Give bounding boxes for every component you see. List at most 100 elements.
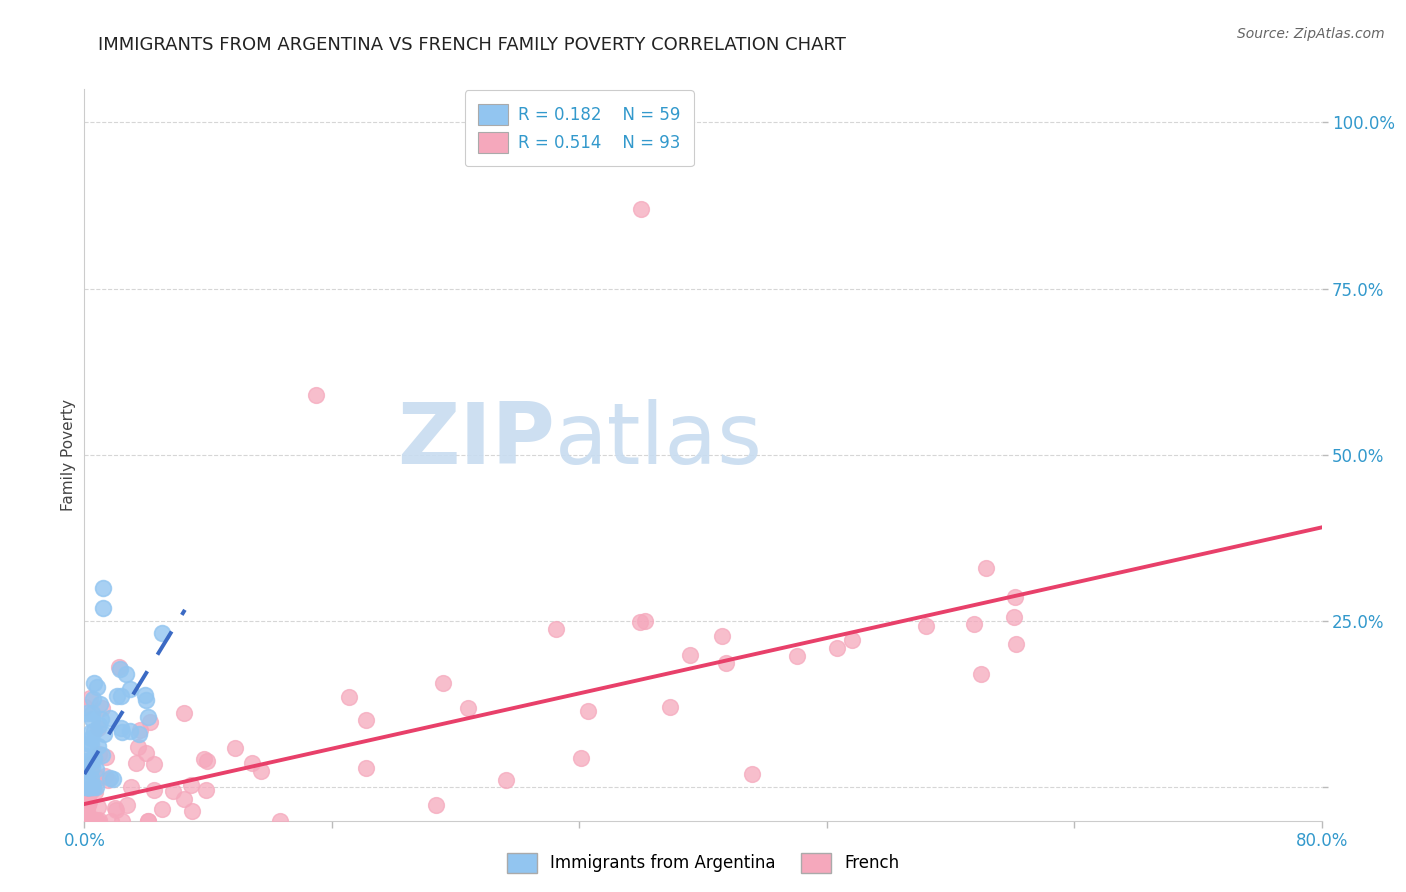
Point xyxy=(634,614,657,628)
Point xyxy=(354,761,377,775)
Point xyxy=(242,756,264,771)
Point xyxy=(75,782,97,797)
Point xyxy=(143,783,166,797)
Point xyxy=(80,777,103,791)
Point xyxy=(127,740,149,755)
Point xyxy=(91,600,114,615)
Point xyxy=(104,801,127,815)
Point xyxy=(75,770,97,784)
Point xyxy=(104,803,127,817)
Point xyxy=(103,772,125,787)
Point xyxy=(679,648,702,662)
Point xyxy=(86,763,108,777)
Point xyxy=(193,752,215,766)
Point xyxy=(76,706,98,720)
Point xyxy=(136,814,159,828)
Point xyxy=(1004,591,1026,605)
Point xyxy=(100,771,122,785)
Point xyxy=(354,713,377,727)
Point xyxy=(710,629,733,643)
Point xyxy=(915,619,938,633)
Point xyxy=(79,780,101,795)
Point xyxy=(1002,610,1025,624)
Point xyxy=(80,706,103,720)
Point xyxy=(110,662,132,676)
Point xyxy=(91,748,114,763)
Point xyxy=(84,814,107,828)
Point xyxy=(75,699,97,714)
Point xyxy=(114,667,136,681)
Point xyxy=(150,802,173,816)
Point xyxy=(628,615,651,630)
Point xyxy=(136,814,159,828)
Point xyxy=(82,781,104,796)
Point xyxy=(82,780,104,795)
Point xyxy=(79,814,101,828)
Point xyxy=(83,675,105,690)
Point xyxy=(305,388,328,402)
Text: atlas: atlas xyxy=(554,399,762,482)
Point xyxy=(80,784,103,798)
Point xyxy=(77,780,100,795)
Point xyxy=(76,777,98,791)
Point xyxy=(195,754,218,768)
Point xyxy=(128,723,150,737)
Point xyxy=(80,731,103,745)
Point xyxy=(83,723,105,738)
Point xyxy=(77,737,100,751)
Point xyxy=(77,786,100,800)
Point xyxy=(128,726,150,740)
Point xyxy=(111,814,134,828)
Point xyxy=(841,632,863,647)
Point xyxy=(135,747,157,761)
Point xyxy=(125,756,148,771)
Point xyxy=(963,616,986,631)
Point xyxy=(180,778,202,792)
Point xyxy=(825,640,848,655)
Point xyxy=(425,798,447,813)
Point xyxy=(80,738,103,752)
Point xyxy=(181,805,204,819)
Point xyxy=(87,747,110,761)
Point xyxy=(974,561,997,575)
Point xyxy=(90,712,112,726)
Point xyxy=(135,693,157,707)
Point xyxy=(76,803,98,817)
Legend: R = 0.182    N = 59, R = 0.514    N = 93: R = 0.182 N = 59, R = 0.514 N = 93 xyxy=(465,90,693,167)
Point xyxy=(970,667,993,681)
Point xyxy=(75,780,97,795)
Point xyxy=(93,769,115,783)
Point xyxy=(87,739,110,753)
Point xyxy=(84,814,107,828)
Point xyxy=(118,682,141,697)
Point xyxy=(97,772,120,787)
Point xyxy=(76,780,98,795)
Point xyxy=(91,581,114,595)
Point xyxy=(79,780,101,795)
Point xyxy=(98,710,121,724)
Point xyxy=(269,814,291,828)
Point xyxy=(79,690,101,705)
Point xyxy=(741,767,763,781)
Text: ZIP: ZIP xyxy=(396,399,554,482)
Point xyxy=(80,813,103,827)
Point xyxy=(108,660,131,674)
Point xyxy=(80,760,103,774)
Point xyxy=(96,749,118,764)
Point xyxy=(110,689,132,703)
Point xyxy=(87,800,110,814)
Point xyxy=(495,772,517,787)
Point xyxy=(86,721,108,735)
Point xyxy=(75,749,97,764)
Point xyxy=(224,740,246,755)
Point xyxy=(86,681,108,695)
Point xyxy=(89,718,111,732)
Point xyxy=(714,656,737,670)
Point xyxy=(79,771,101,785)
Point xyxy=(76,792,98,806)
Legend: Immigrants from Argentina, French: Immigrants from Argentina, French xyxy=(501,847,905,880)
Point xyxy=(77,780,100,795)
Point xyxy=(546,622,568,636)
Point xyxy=(142,757,165,772)
Point xyxy=(76,780,98,795)
